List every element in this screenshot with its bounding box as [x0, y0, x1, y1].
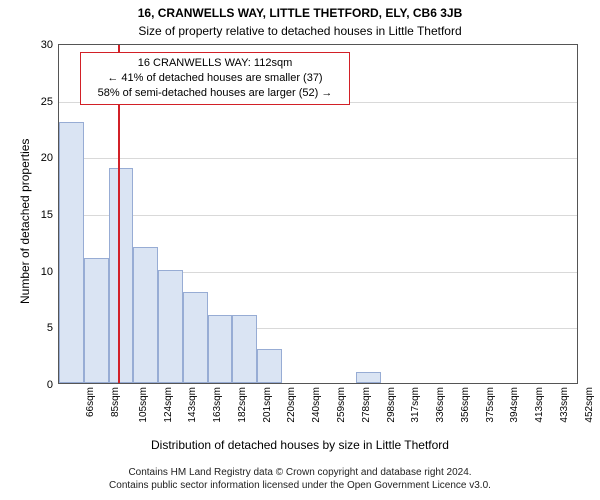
x-tick-label: 143sqm [187, 387, 198, 423]
y-tick-label: 10 [41, 266, 53, 278]
x-tick-label: 413sqm [534, 387, 545, 423]
x-axis-label: Distribution of detached houses by size … [0, 438, 600, 452]
histogram-bar [84, 258, 109, 383]
histogram-bar [59, 122, 84, 383]
x-tick-label: 452sqm [583, 387, 594, 423]
gridline [59, 215, 577, 216]
y-tick-label: 20 [41, 152, 53, 164]
x-tick-label: 317sqm [410, 387, 421, 423]
histogram-bar [183, 292, 208, 383]
y-tick-label: 30 [41, 39, 53, 51]
x-tick-label: 66sqm [85, 387, 96, 417]
footer-text: Contains HM Land Registry data © Crown c… [0, 466, 600, 492]
annotation-line: ← 41% of detached houses are smaller (37… [87, 71, 343, 86]
x-tick-label: 298sqm [385, 387, 396, 423]
x-tick-label: 124sqm [162, 387, 173, 423]
annotation-line: 16 CRANWELLS WAY: 112sqm [87, 56, 343, 71]
annotation-line: 58% of semi-detached houses are larger (… [87, 86, 343, 101]
x-tick-label: 105sqm [138, 387, 149, 423]
x-tick-label: 85sqm [110, 387, 121, 417]
footer-line-2: Contains public sector information licen… [0, 479, 600, 492]
x-tick-label: 375sqm [484, 387, 495, 423]
y-axis-label: Number of detached properties [18, 139, 32, 304]
x-tick-label: 394sqm [509, 387, 520, 423]
histogram-bar [133, 247, 158, 383]
footer-line-1: Contains HM Land Registry data © Crown c… [0, 466, 600, 479]
gridline [59, 158, 577, 159]
title-line-1: 16, CRANWELLS WAY, LITTLE THETFORD, ELY,… [0, 6, 600, 20]
y-tick-label: 25 [41, 96, 53, 108]
y-tick-label: 5 [47, 322, 53, 334]
x-tick-label: 220sqm [286, 387, 297, 423]
histogram-bar [158, 270, 183, 383]
chart-container: 16, CRANWELLS WAY, LITTLE THETFORD, ELY,… [0, 0, 600, 500]
histogram-bar [257, 349, 282, 383]
histogram-bar [232, 315, 257, 383]
x-tick-label: 259sqm [336, 387, 347, 423]
y-tick-label: 0 [47, 379, 53, 391]
title-line-2: Size of property relative to detached ho… [0, 24, 600, 38]
y-tick-label: 15 [41, 209, 53, 221]
x-tick-label: 278sqm [361, 387, 372, 423]
x-tick-label: 201sqm [261, 387, 272, 423]
x-tick-label: 433sqm [559, 387, 570, 423]
x-tick-label: 240sqm [311, 387, 322, 423]
x-tick-label: 336sqm [435, 387, 446, 423]
annotation-box: 16 CRANWELLS WAY: 112sqm← 41% of detache… [80, 52, 350, 105]
x-tick-label: 163sqm [212, 387, 223, 423]
x-tick-label: 182sqm [237, 387, 248, 423]
histogram-bar [356, 372, 381, 383]
x-tick-label: 356sqm [460, 387, 471, 423]
histogram-bar [109, 168, 134, 383]
histogram-bar [208, 315, 233, 383]
